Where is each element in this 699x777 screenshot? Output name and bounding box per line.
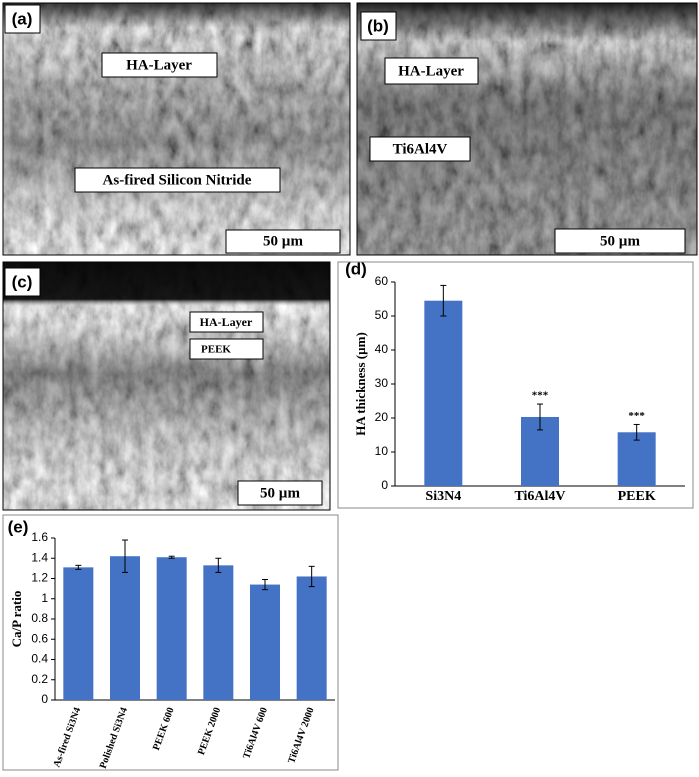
- annotation-box: [369, 136, 471, 162]
- y-tick-label: 0.4: [31, 652, 48, 666]
- bar: [203, 565, 234, 700]
- sem-image-a: (a) HA-Layer As-fired Silicon Nitride 50…: [2, 2, 351, 256]
- panel-label: (a): [12, 9, 33, 28]
- bar: [110, 556, 140, 700]
- x-tick-label: PEEK: [618, 489, 656, 504]
- annotation: PEEK: [201, 344, 231, 356]
- y-tick-label: 1.4: [31, 550, 48, 564]
- annotation-box: [74, 167, 281, 193]
- sem-shade: [356, 2, 698, 256]
- y-tick-label: 1: [41, 591, 48, 605]
- label-box: [360, 11, 397, 41]
- y-tick-label: 10: [375, 444, 389, 458]
- annotation: HA-Layer: [126, 57, 192, 73]
- y-tick-label: 0.8: [31, 611, 48, 625]
- y-tick-label: 60: [375, 274, 389, 288]
- annotation: HA-Layer: [398, 63, 464, 79]
- annotation-box: [189, 311, 264, 333]
- annotation-box: [384, 57, 479, 85]
- panel-label: (c): [12, 272, 33, 291]
- significance: ***: [532, 390, 549, 402]
- bar: [617, 432, 656, 486]
- y-tick-label: 0: [381, 478, 388, 492]
- annotation: Ti6Al4V: [393, 141, 448, 157]
- sem-shade: [2, 261, 331, 511]
- significance: ***: [628, 410, 645, 422]
- panel-label: (d): [345, 259, 367, 278]
- bar: [296, 576, 327, 700]
- y-tick-label: 1.2: [31, 571, 48, 585]
- y-tick-label: 40: [375, 342, 389, 356]
- y-axis-label: Ca/P ratio: [9, 591, 24, 648]
- annotation: HA-Layer: [200, 315, 253, 329]
- sem-image-b: (b) HA-Layer Ti6Al4V 50 µm: [356, 2, 698, 256]
- bar: [156, 557, 187, 700]
- y-tick-label: 0.6: [31, 631, 48, 645]
- label-box: [4, 4, 41, 34]
- panel-label: (b): [367, 16, 389, 35]
- annotation: As-fired Silicon Nitride: [103, 172, 252, 188]
- label-box: [4, 267, 41, 297]
- annotation-box: [101, 52, 218, 78]
- x-tick-label: Ti6Al4V: [514, 489, 565, 504]
- y-tick-label: 1.6: [31, 530, 48, 544]
- bar: [63, 567, 94, 700]
- y-axis-label: HA thickness (µm): [353, 332, 368, 436]
- scale-bar: 50 µm: [600, 233, 640, 249]
- scale-bar-box: [225, 229, 341, 254]
- y-tick-label: 30: [375, 376, 389, 390]
- panel-label: (e): [8, 517, 29, 536]
- x-tick-label: Si3N4: [425, 489, 461, 504]
- scale-bar: 50 µm: [260, 485, 300, 501]
- sem-image-c: (c) HA-Layer PEEK 50 µm: [2, 261, 331, 511]
- sem-shade: [2, 2, 351, 256]
- y-tick-label: 20: [375, 410, 389, 424]
- scale-bar: 50 µm: [263, 233, 303, 249]
- y-tick-label: 0.2: [31, 672, 48, 686]
- scale-bar-box: [237, 480, 323, 506]
- bar: [250, 584, 280, 700]
- annotation-box: [189, 338, 264, 360]
- bar: [424, 300, 463, 486]
- y-tick-label: 0: [41, 692, 48, 706]
- scale-bar-box: [554, 228, 686, 254]
- y-tick-label: 50: [375, 308, 389, 322]
